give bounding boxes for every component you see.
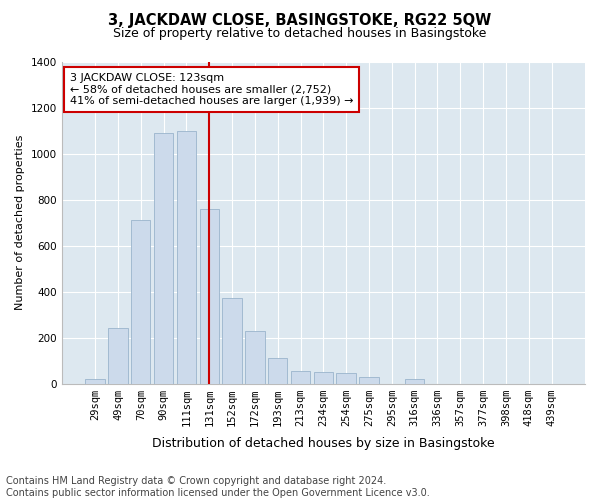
Bar: [200, 208, 219, 384]
Text: Contains HM Land Registry data © Crown copyright and database right 2024.
Contai: Contains HM Land Registry data © Crown c…: [6, 476, 430, 498]
Bar: [268, 358, 287, 384]
Bar: [85, 379, 105, 384]
Bar: [131, 220, 151, 384]
Bar: [291, 371, 310, 384]
Bar: [223, 298, 242, 384]
Bar: [177, 130, 196, 384]
Text: Size of property relative to detached houses in Basingstoke: Size of property relative to detached ho…: [113, 28, 487, 40]
Bar: [405, 379, 424, 384]
X-axis label: Distribution of detached houses by size in Basingstoke: Distribution of detached houses by size …: [152, 437, 494, 450]
Bar: [108, 328, 128, 384]
Bar: [245, 330, 265, 384]
Bar: [154, 133, 173, 384]
Text: 3, JACKDAW CLOSE, BASINGSTOKE, RG22 5QW: 3, JACKDAW CLOSE, BASINGSTOKE, RG22 5QW: [109, 12, 491, 28]
Text: 3 JACKDAW CLOSE: 123sqm
← 58% of detached houses are smaller (2,752)
41% of semi: 3 JACKDAW CLOSE: 123sqm ← 58% of detache…: [70, 73, 353, 106]
Bar: [359, 376, 379, 384]
Bar: [314, 372, 333, 384]
Y-axis label: Number of detached properties: Number of detached properties: [15, 135, 25, 310]
Bar: [337, 373, 356, 384]
